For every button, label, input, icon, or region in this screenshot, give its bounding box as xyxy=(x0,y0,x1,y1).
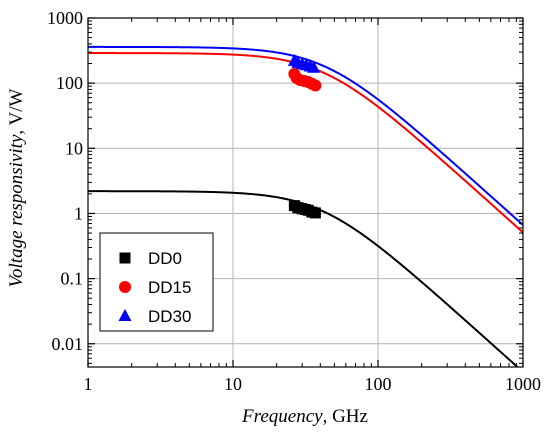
x-tick-label: 100 xyxy=(365,374,392,394)
y-tick-label: 1000 xyxy=(47,8,83,28)
data-markers xyxy=(287,53,322,219)
plot-frame xyxy=(87,17,524,368)
legend-label-dd30: DD30 xyxy=(148,307,191,326)
y-tick-label: 1 xyxy=(74,203,83,223)
legend-marker-dd30 xyxy=(118,309,132,321)
data-point-dd0 xyxy=(309,207,321,219)
legend-marker-dd0 xyxy=(119,252,131,264)
legend-marker-dd15 xyxy=(119,281,131,293)
x-tick-label: 1 xyxy=(84,374,93,394)
x-tick-labels: 1 10 100 1000 xyxy=(84,374,542,394)
axis-ticks xyxy=(87,17,524,367)
x-tick-label: 10 xyxy=(224,374,242,394)
y-tick-label: 0.1 xyxy=(61,269,84,289)
y-tick-label: 0.01 xyxy=(52,334,84,354)
legend-box xyxy=(99,232,214,332)
data-point-dd30 xyxy=(307,60,321,73)
y-axis-title: Voltage responsivity, V/W xyxy=(6,88,27,287)
x-axis-title: Frequency, GHz xyxy=(241,406,368,427)
y-tick-label: 10 xyxy=(65,138,83,158)
data-point-dd15 xyxy=(309,79,322,92)
legend: DD0 DD15 DD30 xyxy=(99,232,214,332)
y-tick-labels: 0.01 0.1 1 10 100 1000 xyxy=(47,8,83,354)
legend-label-dd15: DD15 xyxy=(148,278,191,297)
fit-curve-dd30 xyxy=(88,45,524,226)
y-tick-label: 100 xyxy=(56,73,83,93)
legend-label-dd0: DD0 xyxy=(148,249,182,268)
x-tick-label: 1000 xyxy=(505,374,541,394)
